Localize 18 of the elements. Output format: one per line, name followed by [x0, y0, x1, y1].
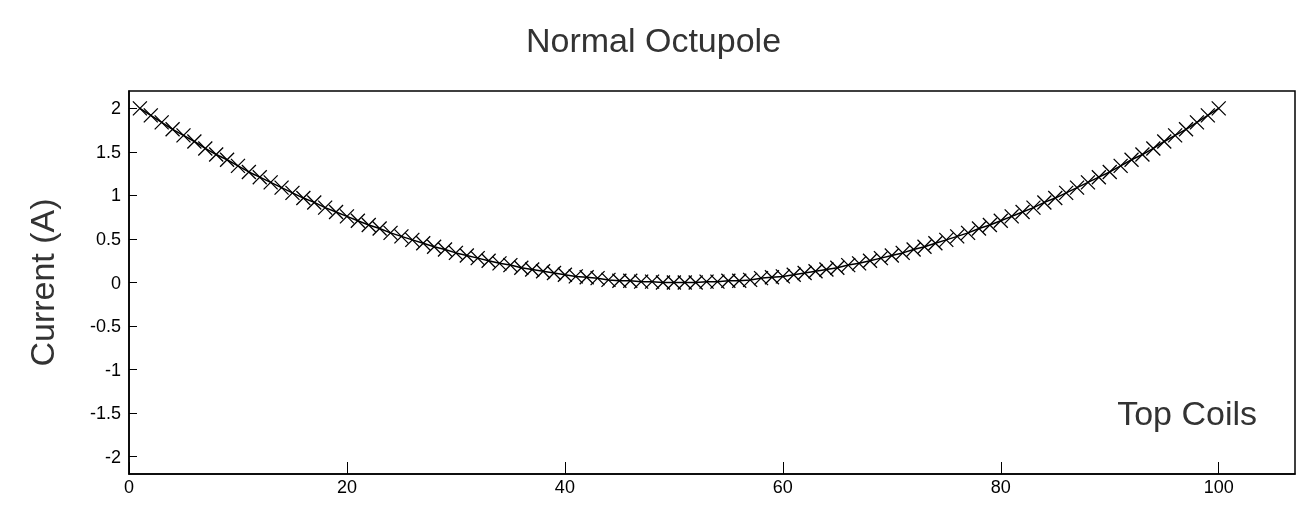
y-tick-label: 2: [110, 98, 121, 119]
annotation: Top Coils: [1117, 394, 1258, 432]
y-axis-title: Current (A): [23, 198, 61, 367]
y-tick-label: 0: [110, 272, 121, 293]
y-tick-label: -2: [104, 446, 121, 467]
x-tick-label: 60: [772, 477, 793, 497]
y-tick-label: 0.5: [95, 228, 121, 249]
y-tick-label: 1.5: [95, 141, 121, 162]
x-tick-label: 40: [554, 477, 575, 497]
x-tick-label: 20: [336, 477, 357, 497]
x-tick-label: 80: [990, 477, 1011, 497]
x-tick-label: 100: [1203, 477, 1234, 497]
chart-title: Normal Octupole: [525, 21, 782, 59]
x-tick-label: 0: [123, 477, 135, 497]
y-tick-label: -1: [104, 359, 121, 380]
y-tick-label: -0.5: [89, 316, 121, 337]
y-tick-label: 1: [110, 185, 121, 206]
y-tick-label: -1.5: [89, 403, 121, 424]
